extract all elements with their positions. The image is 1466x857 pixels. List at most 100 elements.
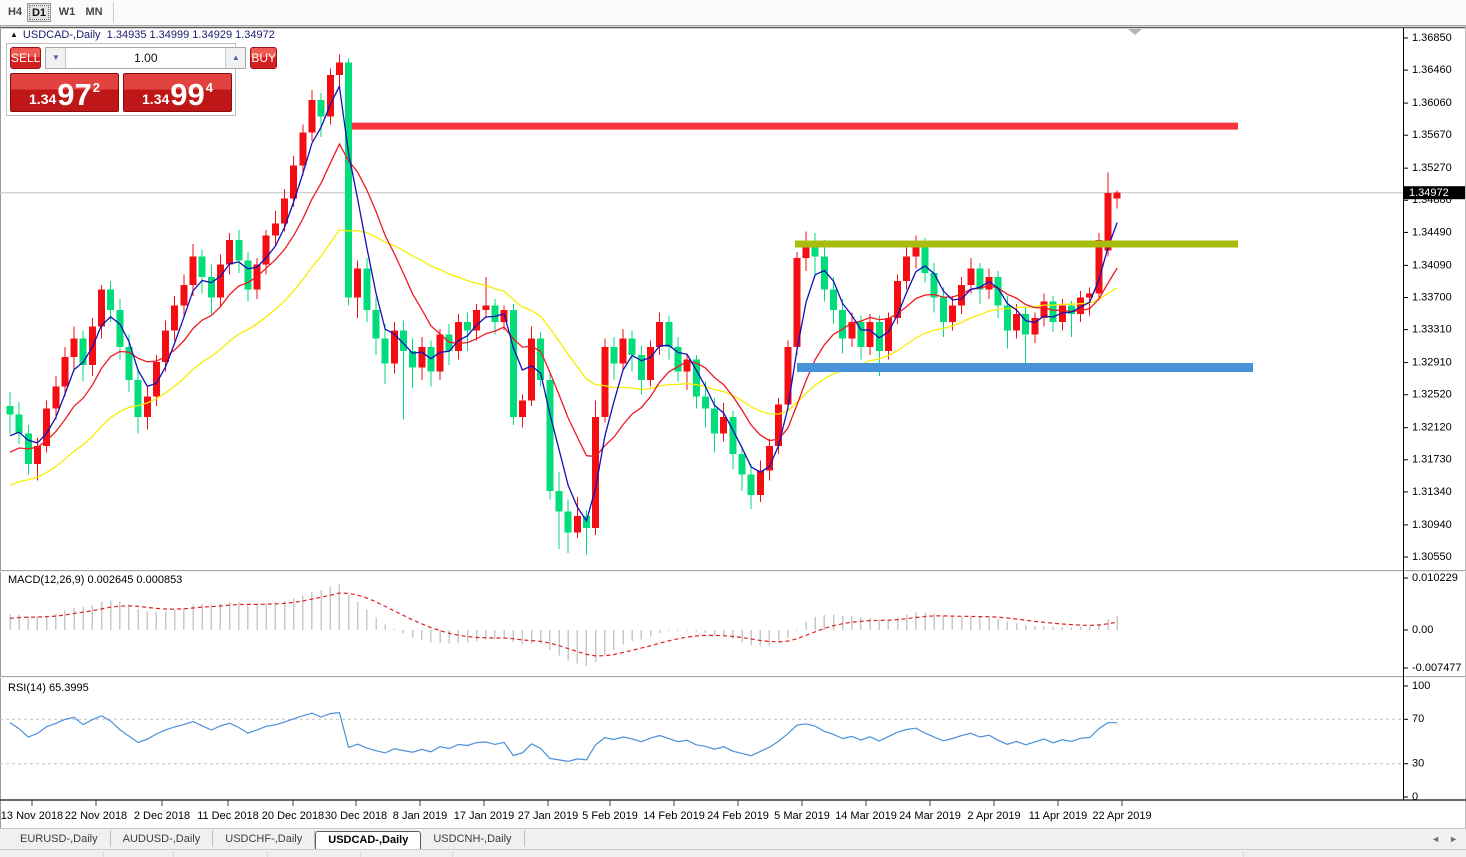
tab-scroll-right-icon[interactable]: ►	[1449, 834, 1458, 844]
sell-price-pip: 2	[92, 80, 100, 95]
macd-bar	[457, 630, 460, 643]
macd-bar	[750, 630, 752, 646]
date-axis-label: 24 Feb 2019	[707, 810, 769, 822]
candle-body	[162, 330, 170, 362]
macd-bar	[320, 589, 322, 630]
sell-price-box[interactable]: 1.34 97 2	[10, 73, 119, 112]
status-separator	[452, 851, 453, 857]
macd-bar	[512, 630, 514, 643]
candle-body	[875, 322, 883, 352]
macd-bar	[439, 630, 441, 643]
macd-histogram	[9, 584, 1118, 666]
date-axis-label: 30 Dec 2018	[325, 810, 387, 822]
candle-body	[98, 289, 105, 327]
date-axis-label: 11 Apr 2019	[1029, 810, 1088, 822]
macd-axis-label: 0.010229	[1412, 572, 1458, 584]
timeframe-button-d1[interactable]: D1	[27, 3, 51, 22]
macd-bar	[421, 630, 423, 640]
macd-bar	[622, 630, 624, 645]
macd-bar	[366, 609, 368, 630]
macd-bar	[805, 622, 807, 630]
candle-body	[207, 276, 215, 298]
candle-body	[628, 338, 636, 356]
candle-body	[6, 406, 14, 415]
candle-body	[674, 346, 682, 372]
macd-bar	[787, 630, 789, 639]
macd-bar	[704, 630, 707, 634]
macd-bar	[951, 617, 954, 630]
chart-tab-usdcad[interactable]: USDCAD-,Daily	[315, 831, 422, 850]
candle-body	[830, 289, 837, 310]
candle-body	[381, 338, 389, 364]
macd-bar	[741, 630, 743, 643]
macd-bar	[988, 617, 990, 630]
candle-body	[354, 268, 362, 298]
candle-body	[1104, 192, 1112, 251]
timeframe-toolbar: H4 D1 W1 MN	[0, 0, 1466, 26]
volume-increase-icon[interactable]: ▲	[225, 48, 246, 68]
rsi-axis-label: 30	[1412, 758, 1424, 770]
macd-bar	[814, 617, 816, 630]
macd-bar	[658, 630, 661, 633]
macd-bar	[558, 630, 560, 656]
macd-bar	[265, 603, 267, 630]
buy-button[interactable]: BUY	[250, 47, 278, 69]
candle-body	[701, 396, 709, 409]
macd-bar	[210, 604, 213, 630]
macd-bar	[832, 614, 835, 630]
ma-fast-blue	[9, 84, 1118, 523]
macd-bar	[905, 615, 908, 630]
candle-body	[729, 416, 737, 455]
timeframe-button-w1[interactable]: W1	[58, 6, 76, 18]
macd-bar	[475, 630, 478, 641]
candle-body	[464, 322, 471, 331]
candle-body	[390, 330, 398, 364]
volume-input[interactable]	[66, 48, 226, 68]
candle-body	[1113, 192, 1121, 199]
macd-bar	[146, 611, 148, 630]
buy-price-big: 99	[170, 77, 205, 112]
macd-bar	[1015, 622, 1018, 630]
candle-body	[592, 416, 600, 529]
macd-bar	[1107, 618, 1109, 630]
macd-bar	[283, 601, 286, 630]
macd-bar	[823, 615, 826, 630]
candle-body	[537, 338, 545, 380]
candle-body	[1003, 305, 1011, 331]
chart-tab-audusd[interactable]: AUDUSD-,Daily	[111, 830, 214, 847]
candle-body	[171, 305, 179, 331]
macd-bar	[979, 617, 981, 630]
candle-body	[116, 309, 124, 347]
timeframe-button-mn[interactable]: MN	[85, 6, 103, 18]
macd-bar	[970, 616, 972, 630]
sell-button[interactable]: SELL	[10, 47, 42, 69]
macd-axis-label: 0.00	[1412, 624, 1433, 636]
candle-body	[894, 281, 902, 319]
macd-bar	[9, 614, 11, 630]
moving-averages-layer	[9, 84, 1118, 523]
chart-shift-marker-icon[interactable]	[1128, 29, 1142, 35]
sell-price-prefix: 1.34	[29, 91, 57, 107]
tab-scroll-left-icon[interactable]: ◄	[1431, 834, 1440, 844]
macd-bar	[164, 611, 167, 630]
candle-body	[930, 272, 938, 298]
candle-body	[290, 165, 298, 199]
collapse-panel-icon[interactable]: ▲	[10, 30, 18, 39]
macd-bar	[219, 603, 222, 630]
candle-body	[226, 239, 234, 265]
volume-decrease-icon[interactable]: ▼	[46, 48, 67, 68]
price-axis-label: 1.31340	[1412, 486, 1452, 498]
candle-body	[839, 309, 847, 339]
macd-bar	[494, 630, 496, 639]
chart-tab-usdcnh[interactable]: USDCNH-,Daily	[421, 830, 525, 847]
timeframe-button-h4[interactable]: H4	[7, 6, 23, 18]
chart-tab-usdchf[interactable]: USDCHF-,Daily	[213, 830, 316, 847]
buy-price-box[interactable]: 1.34 99 4	[123, 73, 232, 112]
chart-tab-eurusd[interactable]: EURUSD-,Daily	[8, 830, 111, 847]
date-axis-label: 27 Jan 2019	[518, 810, 579, 822]
macd-bar	[604, 630, 606, 655]
candle-body	[509, 309, 517, 417]
macd-bar	[631, 630, 633, 642]
price-axis-label: 1.36060	[1412, 97, 1452, 109]
